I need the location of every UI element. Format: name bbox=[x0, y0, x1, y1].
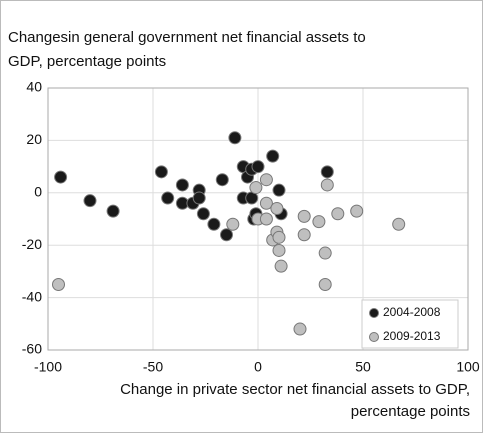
point bbox=[331, 207, 345, 221]
point bbox=[259, 196, 273, 210]
point bbox=[392, 217, 406, 231]
point bbox=[196, 207, 210, 221]
point bbox=[270, 202, 284, 216]
point bbox=[228, 131, 242, 145]
point bbox=[293, 322, 307, 336]
point bbox=[272, 183, 286, 197]
y-tick-label: -20 bbox=[22, 236, 42, 252]
point bbox=[297, 228, 311, 242]
legend-label: 2004-2008 bbox=[383, 305, 441, 319]
point bbox=[320, 165, 334, 179]
point bbox=[220, 228, 233, 242]
chart-title: Changesin general government net financi… bbox=[8, 29, 366, 46]
legend-marker bbox=[369, 332, 379, 342]
x-tick-label: -50 bbox=[143, 359, 163, 375]
point bbox=[106, 204, 120, 218]
point bbox=[272, 243, 286, 257]
point bbox=[350, 204, 364, 218]
point bbox=[192, 191, 206, 205]
point bbox=[52, 278, 65, 291]
x-tick-label: 50 bbox=[355, 359, 371, 375]
point bbox=[318, 278, 332, 291]
point bbox=[249, 181, 263, 195]
point bbox=[154, 165, 168, 179]
point bbox=[215, 173, 229, 187]
y-tick-label: -40 bbox=[22, 288, 42, 304]
y-tick-label: 0 bbox=[34, 184, 42, 200]
point bbox=[54, 170, 68, 184]
x-tick-label: -100 bbox=[34, 359, 62, 375]
y-tick-label: -60 bbox=[22, 341, 42, 357]
point bbox=[251, 160, 265, 174]
point bbox=[226, 217, 240, 231]
x-tick-label: 0 bbox=[254, 359, 262, 375]
point bbox=[259, 173, 273, 187]
y-tick-label: 20 bbox=[26, 131, 42, 147]
point bbox=[175, 178, 189, 192]
point bbox=[318, 246, 332, 260]
legend-label: 2009-2013 bbox=[383, 329, 441, 343]
point bbox=[272, 230, 286, 244]
plot-border bbox=[47, 87, 469, 351]
point bbox=[274, 259, 288, 273]
point bbox=[207, 217, 221, 231]
chart-title: GDP, percentage points bbox=[8, 53, 166, 70]
x-axis-label: Change in private sector net financial a… bbox=[120, 381, 470, 398]
point bbox=[320, 178, 334, 192]
point bbox=[266, 149, 280, 163]
point bbox=[161, 191, 175, 205]
point bbox=[312, 215, 326, 229]
point bbox=[83, 194, 97, 208]
point bbox=[259, 212, 273, 226]
point bbox=[297, 209, 311, 223]
y-tick-label: 40 bbox=[26, 79, 42, 95]
x-tick-label: 100 bbox=[456, 359, 480, 375]
legend-marker bbox=[369, 308, 379, 318]
x-axis-label: percentage points bbox=[351, 403, 470, 420]
